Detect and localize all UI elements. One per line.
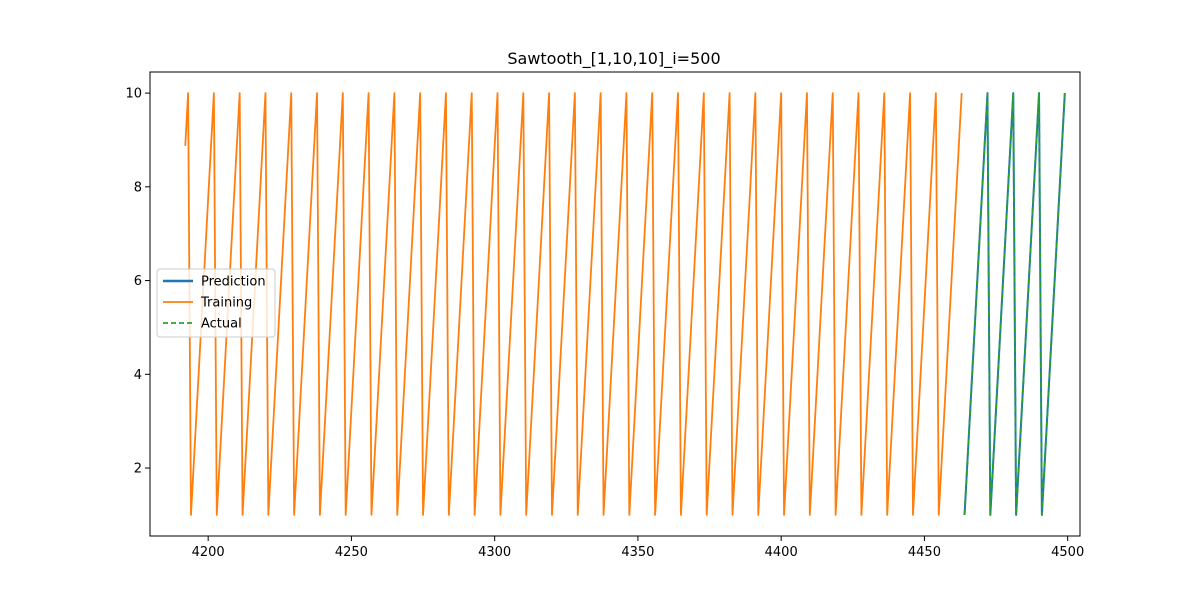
- legend-label-actual: Actual: [201, 317, 242, 332]
- y-tick-label: 6: [134, 274, 142, 289]
- legend-label-training: Training: [200, 296, 252, 311]
- legend-label-prediction: Prediction: [201, 275, 266, 290]
- y-tick-label: 2: [134, 462, 142, 477]
- x-tick-label: 4500: [1051, 545, 1084, 560]
- x-tick-label: 4450: [908, 545, 941, 560]
- x-tick-label: 4350: [621, 545, 654, 560]
- legend-box: [156, 268, 276, 338]
- x-tick-label: 4200: [192, 545, 225, 560]
- series-line-training: [184, 92, 963, 516]
- x-tick-label: 4250: [335, 545, 368, 560]
- plot-area: 4200 4250 4300 4350 4400 4450 4500 2 4 6 8 10: [125, 71, 1084, 560]
- series-layer: [184, 92, 1066, 516]
- y-tick-label: 8: [134, 180, 142, 195]
- y-tick-label: 10: [125, 87, 142, 102]
- y-tick-label: 4: [134, 368, 142, 383]
- y-axis: 2 4 6 8 10: [125, 87, 150, 477]
- x-tick-label: 4400: [765, 545, 798, 560]
- x-tick-label: 4300: [478, 545, 511, 560]
- legend: Prediction Training Actual: [156, 268, 276, 338]
- x-axis: 4200 4250 4300 4350 4400 4450 4500: [192, 536, 1084, 560]
- axes-frame: [149, 71, 1081, 537]
- chart-title: Sawtooth_[1,10,10]_i=500: [507, 49, 720, 69]
- series-line-prediction: [963, 92, 1066, 516]
